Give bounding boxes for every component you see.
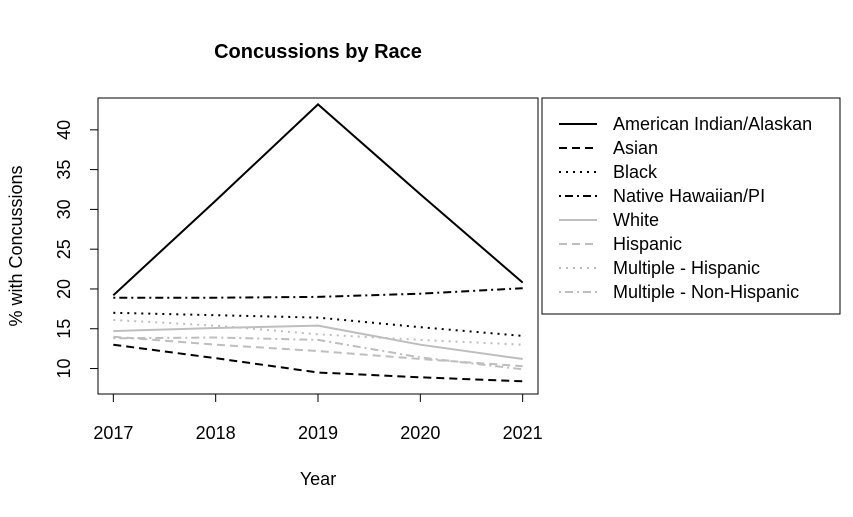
legend-label: White: [613, 210, 659, 230]
y-tick-label: 30: [54, 199, 74, 219]
legend-label: Multiple - Hispanic: [613, 258, 760, 278]
series-line: [113, 343, 523, 383]
y-tick-label: 15: [54, 319, 74, 339]
legend-label: Native Hawaiian/PI: [613, 186, 765, 206]
legend-label: Asian: [613, 138, 658, 158]
series-line: [113, 287, 523, 299]
x-tick-label: 2021: [503, 423, 543, 443]
series-line: [112, 103, 524, 297]
series-line: [113, 324, 523, 360]
series-layer: [112, 103, 524, 383]
y-axis-label: % with Concussions: [6, 165, 26, 326]
y-axis: 10 15 20 25 30 35 40: [54, 120, 99, 379]
legend-box: [541, 97, 841, 315]
y-tick-label: 40: [54, 120, 74, 140]
y-tick-label: 35: [54, 160, 74, 180]
legend: American Indian/Alaskan Asian Black Native …: [541, 97, 841, 315]
legend-label: Hispanic: [613, 234, 682, 254]
legend-label: Multiple - Non-Hispanic: [613, 282, 799, 302]
x-tick-label: 2017: [93, 423, 133, 443]
plot-frame: [97, 97, 539, 395]
x-axis-label: Year: [300, 469, 336, 489]
chart-title: Concussions by Race: [214, 41, 422, 63]
y-tick-label: 20: [54, 279, 74, 299]
series-line: [113, 336, 523, 371]
x-axis: 2017 2018 2019 2020 2021: [93, 393, 543, 443]
legend-label: American Indian/Alaskan: [613, 114, 812, 134]
series-line: [113, 311, 523, 337]
x-tick-label: 2020: [400, 423, 440, 443]
x-tick-label: 2018: [196, 423, 236, 443]
series-line: [113, 319, 523, 346]
y-tick-label: 25: [54, 239, 74, 259]
x-tick-label: 2019: [298, 423, 338, 443]
y-tick-label: 10: [54, 359, 74, 379]
legend-label: Black: [613, 162, 658, 182]
